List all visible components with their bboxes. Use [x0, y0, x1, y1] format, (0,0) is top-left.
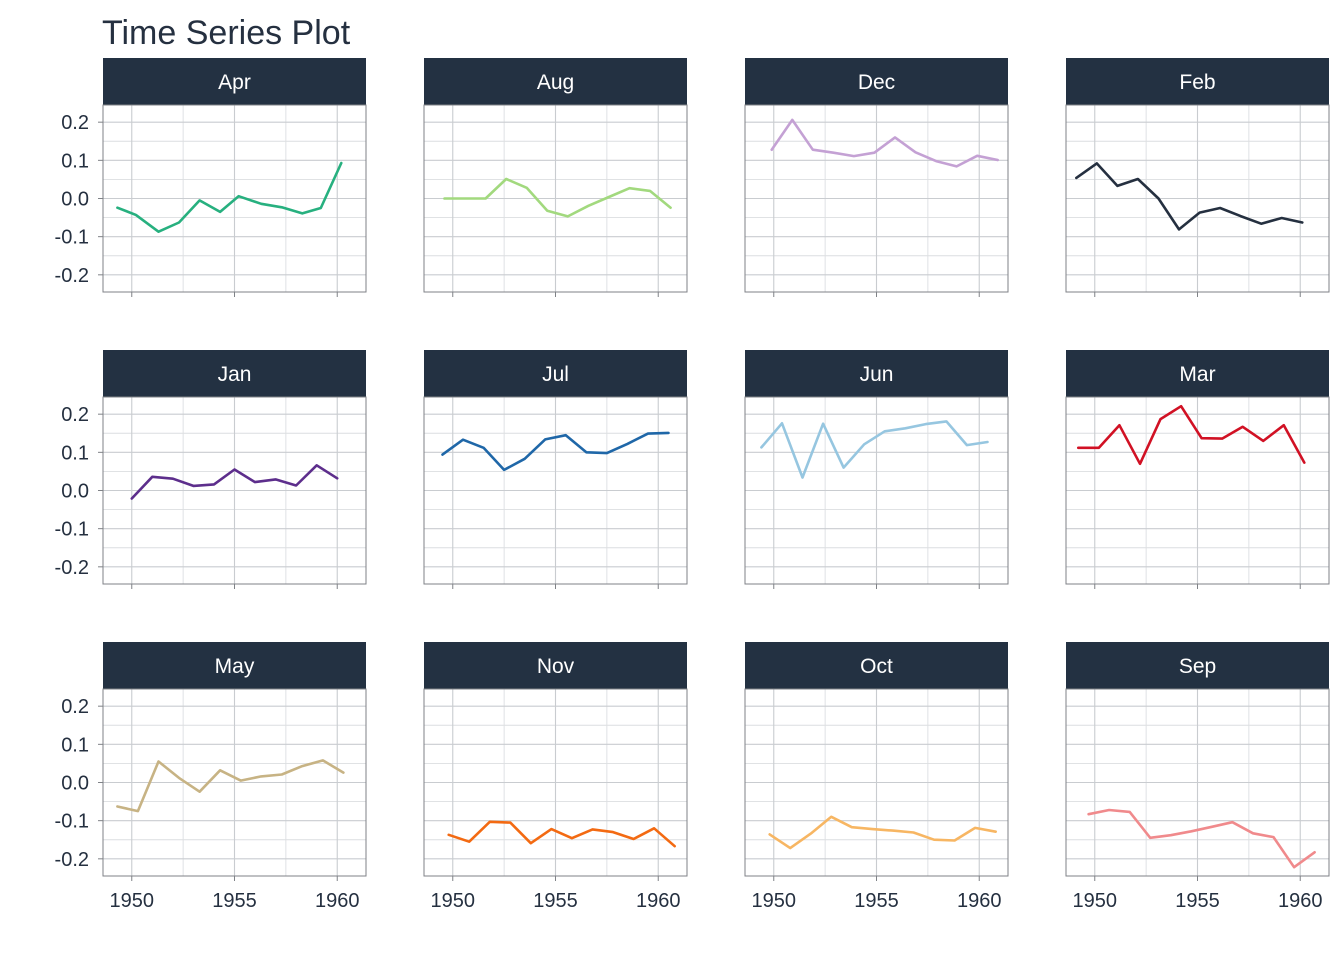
series-line-sep: [1087, 808, 1316, 869]
x-tick-label: 1950: [110, 890, 155, 912]
panel-strip: [745, 58, 1008, 105]
x-tick-label: 1955: [533, 890, 578, 912]
y-tick-label: -0.1: [55, 519, 89, 541]
panel-strip-label: Jul: [542, 363, 569, 386]
panel-strip: [1066, 642, 1329, 689]
series-line-feb: [1075, 162, 1304, 231]
panel-strip-label: Jan: [218, 363, 252, 386]
x-tick-label: 1955: [212, 890, 257, 912]
series-line-jul: [441, 431, 670, 472]
x-tick-label: 1955: [854, 890, 899, 912]
panel-apr: Apr 0.2 0.1 0.0 -0.1 -0.2: [55, 58, 367, 297]
panel-dec: Dec: [744, 58, 1009, 297]
panel-strip: [1066, 350, 1329, 397]
y-tick-label: 0.0: [61, 189, 89, 211]
y-tick-label: -0.2: [55, 849, 89, 871]
panel-strip-label: Sep: [1179, 655, 1216, 678]
x-tick-label: 1955: [1175, 890, 1220, 912]
panel-mar: Mar: [1065, 350, 1330, 589]
panel-strip: [424, 350, 687, 397]
panel-strip-label: Oct: [860, 655, 893, 678]
panel-strip: [103, 350, 366, 397]
panel-nov: Nov 1950 1955 1960: [423, 642, 688, 912]
panel-strip-label: Nov: [537, 655, 575, 678]
chart-title: Time Series Plot: [102, 14, 351, 52]
panel-strip: [745, 642, 1008, 689]
series-line-oct: [768, 815, 998, 850]
series-line-nov: [447, 820, 677, 848]
panel-sep: Sep 1950 1955 1960: [1065, 642, 1330, 912]
panel-jan: Jan 0.2 0.1 0.0 -0.1 -0.2: [55, 350, 367, 589]
y-tick-label: -0.2: [55, 557, 89, 579]
facet-panels: Apr 0.2 0.1 0.0 -0.1 -0.2 Aug Dec Feb Jan 0.2 0.1 0.…: [55, 58, 1330, 912]
y-tick-label: 0.2: [61, 112, 89, 134]
panel-strip-label: May: [215, 655, 255, 678]
y-tick-label: 0.1: [61, 150, 89, 172]
panel-jul: Jul: [423, 350, 688, 589]
panel-strip: [424, 58, 687, 105]
panel-feb: Feb: [1065, 58, 1330, 297]
panel-aug: Aug: [423, 58, 688, 297]
series-line-may: [116, 759, 345, 813]
x-tick-label: 1960: [315, 890, 360, 912]
x-tick-label: 1950: [752, 890, 797, 912]
panel-strip-label: Mar: [1179, 363, 1215, 386]
panel-strip-label: Jun: [860, 363, 894, 386]
panel-jun: Jun: [744, 350, 1009, 589]
y-tick-label: 0.0: [61, 773, 89, 795]
x-tick-label: 1960: [1278, 890, 1323, 912]
y-tick-label: -0.1: [55, 811, 89, 833]
series-line-aug: [443, 177, 672, 218]
x-tick-label: 1950: [1073, 890, 1118, 912]
y-tick-label: 0.1: [61, 442, 89, 464]
panel-strip-label: Dec: [858, 71, 895, 94]
panel-strip: [1066, 58, 1329, 105]
x-tick-label: 1960: [636, 890, 681, 912]
series-line-apr: [116, 161, 343, 233]
panel-strip: [424, 642, 687, 689]
panel-strip: [745, 350, 1008, 397]
panel-strip: [103, 58, 366, 105]
panel-oct: Oct 1950 1955 1960: [744, 642, 1009, 912]
y-tick-label: -0.1: [55, 227, 89, 249]
panel-strip-label: Apr: [218, 71, 251, 94]
y-tick-label: 0.0: [61, 481, 89, 503]
series-line-dec: [770, 118, 1000, 168]
y-tick-label: 0.2: [61, 404, 89, 426]
y-tick-label: -0.2: [55, 265, 89, 287]
series-line-mar: [1077, 404, 1306, 466]
series-line-jun: [760, 420, 989, 479]
panel-strip-label: Feb: [1179, 71, 1215, 94]
series-line-jan: [130, 463, 339, 500]
x-tick-label: 1950: [431, 890, 476, 912]
x-tick-label: 1960: [957, 890, 1002, 912]
panel-strip: [103, 642, 366, 689]
panel-may: May 0.2 0.1 0.0 -0.1 -0.2 1950 1955 1960: [55, 642, 367, 912]
panel-strip-label: Aug: [537, 71, 574, 94]
y-tick-label: 0.2: [61, 696, 89, 718]
y-tick-label: 0.1: [61, 734, 89, 756]
